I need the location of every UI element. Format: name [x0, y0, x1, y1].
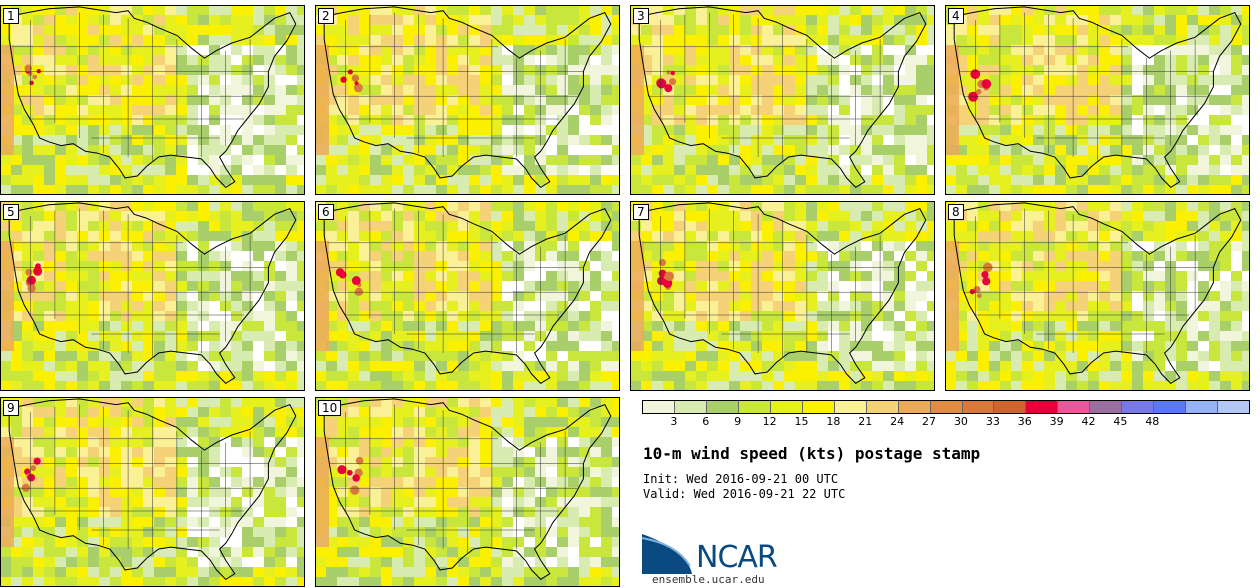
init-time: Init: Wed 2016-09-21 00 UTC [643, 472, 839, 486]
wind-speed-map [0, 5, 305, 195]
colorbar-tick-label: 27 [922, 415, 937, 428]
colorbar-swatch [1218, 401, 1250, 413]
wind-speed-colorbar [642, 400, 1250, 414]
member-number-label: 5 [3, 204, 19, 220]
colorbar-tick-label: 15 [794, 415, 809, 428]
colorbar-swatch [898, 401, 931, 413]
colorbar-swatch [738, 401, 771, 413]
colorbar-tick-label: 33 [985, 415, 1000, 428]
colorbar-tick-label: 24 [890, 415, 905, 428]
map-stamp: 3 [630, 5, 935, 195]
colorbar-swatch [643, 401, 675, 413]
map-stamp: 7 [630, 201, 935, 391]
member-number-label: 9 [3, 400, 19, 416]
colorbar-swatch [802, 401, 835, 413]
ensemble-url: ensemble.ucar.edu [652, 573, 765, 586]
wind-speed-map [315, 5, 620, 195]
member-number-label: 6 [318, 204, 334, 220]
wind-speed-map [945, 201, 1250, 391]
colorbar-swatch [770, 401, 803, 413]
map-stamp: 6 [315, 201, 620, 391]
colorbar-swatch [930, 401, 963, 413]
colorbar-tick-label: 18 [826, 415, 841, 428]
member-number-label: 10 [318, 400, 342, 416]
colorbar-swatch [706, 401, 739, 413]
map-stamp: 9 [0, 397, 305, 587]
colorbar-swatch [1058, 401, 1091, 413]
colorbar-tick-label: 6 [702, 415, 710, 428]
colorbar-tick-label: 36 [1017, 415, 1032, 428]
colorbar-tick-label: 45 [1113, 415, 1128, 428]
member-number-label: 1 [3, 8, 19, 24]
member-number-label: 7 [633, 204, 649, 220]
map-stamp: 10 [315, 397, 620, 587]
map-stamp: 5 [0, 201, 305, 391]
map-stamp: 1 [0, 5, 305, 195]
colorbar-tick-label: 21 [858, 415, 873, 428]
member-number-label: 8 [948, 204, 964, 220]
colorbar-tick-label: 42 [1081, 415, 1096, 428]
ncar-logo-text: NCAR [696, 540, 778, 575]
wind-speed-map [315, 397, 620, 587]
colorbar-swatch [962, 401, 995, 413]
colorbar-labels: 3 6 9 12 15 18 21 24 27 30 33 36 39 42 45 48 [642, 415, 1248, 429]
product-title: 10-m wind speed (kts) postage stamp [643, 444, 981, 463]
colorbar-tick-label: 12 [762, 415, 777, 428]
colorbar-tick-label: 30 [953, 415, 968, 428]
colorbar-swatch [1026, 401, 1059, 413]
colorbar-swatch [1154, 401, 1187, 413]
map-stamp: 8 [945, 201, 1250, 391]
colorbar-swatch [674, 401, 707, 413]
colorbar-swatch [1090, 401, 1123, 413]
colorbar-tick-label: 3 [670, 415, 678, 428]
valid-time: Valid: Wed 2016-09-21 22 UTC [643, 487, 846, 501]
map-stamp: 2 [315, 5, 620, 195]
wind-speed-map [945, 5, 1250, 195]
colorbar-tick-label: 39 [1049, 415, 1064, 428]
wind-speed-map [630, 201, 935, 391]
colorbar-swatch [834, 401, 867, 413]
member-number-label: 4 [948, 8, 964, 24]
wind-speed-map [630, 5, 935, 195]
colorbar-swatch [866, 401, 899, 413]
wind-speed-map [0, 397, 305, 587]
colorbar-swatch [994, 401, 1027, 413]
map-stamp: 4 [945, 5, 1250, 195]
colorbar-swatch [1186, 401, 1219, 413]
colorbar-tick-label: 48 [1145, 415, 1160, 428]
colorbar-tick-label: 9 [734, 415, 742, 428]
ncar-logo-icon [642, 532, 696, 574]
wind-speed-map [0, 201, 305, 391]
member-number-label: 2 [318, 8, 334, 24]
wind-speed-map [315, 201, 620, 391]
member-number-label: 3 [633, 8, 649, 24]
colorbar-swatch [1122, 401, 1155, 413]
